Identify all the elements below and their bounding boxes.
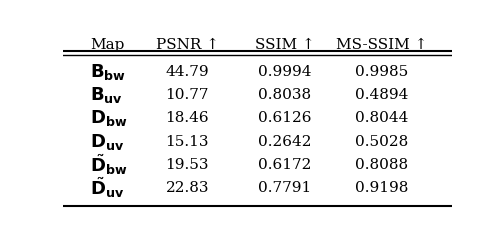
Text: $\mathbf{B}_{\mathbf{uv}}$: $\mathbf{B}_{\mathbf{uv}}$ bbox=[90, 85, 123, 105]
Text: 0.2642: 0.2642 bbox=[257, 135, 311, 149]
Text: 0.8088: 0.8088 bbox=[355, 158, 407, 172]
Text: 19.53: 19.53 bbox=[165, 158, 208, 172]
Text: 0.9985: 0.9985 bbox=[354, 65, 408, 79]
Text: $\tilde{\mathbf{D}}_{\mathbf{bw}}$: $\tilde{\mathbf{D}}_{\mathbf{bw}}$ bbox=[90, 153, 127, 177]
Text: $\mathbf{D}_{\mathbf{bw}}$: $\mathbf{D}_{\mathbf{bw}}$ bbox=[90, 109, 127, 128]
Text: 0.8044: 0.8044 bbox=[354, 111, 408, 126]
Text: 15.13: 15.13 bbox=[165, 135, 208, 149]
Text: $\mathbf{B}_{\mathbf{bw}}$: $\mathbf{B}_{\mathbf{bw}}$ bbox=[90, 62, 126, 82]
Text: 0.5028: 0.5028 bbox=[354, 135, 408, 149]
Text: PSNR ↑: PSNR ↑ bbox=[155, 38, 218, 52]
Text: 0.4894: 0.4894 bbox=[354, 88, 408, 102]
Text: 22.83: 22.83 bbox=[165, 181, 208, 195]
Text: Map: Map bbox=[90, 38, 124, 52]
Text: 0.8038: 0.8038 bbox=[258, 88, 311, 102]
Text: 44.79: 44.79 bbox=[165, 65, 208, 79]
Text: 0.6126: 0.6126 bbox=[257, 111, 311, 126]
Text: $\tilde{\mathbf{D}}_{\mathbf{uv}}$: $\tilde{\mathbf{D}}_{\mathbf{uv}}$ bbox=[90, 176, 124, 200]
Text: 10.77: 10.77 bbox=[165, 88, 208, 102]
Text: MS-SSIM ↑: MS-SSIM ↑ bbox=[335, 38, 427, 52]
Text: 0.6172: 0.6172 bbox=[258, 158, 311, 172]
Text: 0.9994: 0.9994 bbox=[257, 65, 311, 79]
Text: 0.9198: 0.9198 bbox=[354, 181, 408, 195]
Text: 0.7791: 0.7791 bbox=[258, 181, 311, 195]
Text: SSIM ↑: SSIM ↑ bbox=[254, 38, 314, 52]
Text: $\mathbf{D}_{\mathbf{uv}}$: $\mathbf{D}_{\mathbf{uv}}$ bbox=[90, 132, 124, 152]
Text: 18.46: 18.46 bbox=[165, 111, 208, 126]
